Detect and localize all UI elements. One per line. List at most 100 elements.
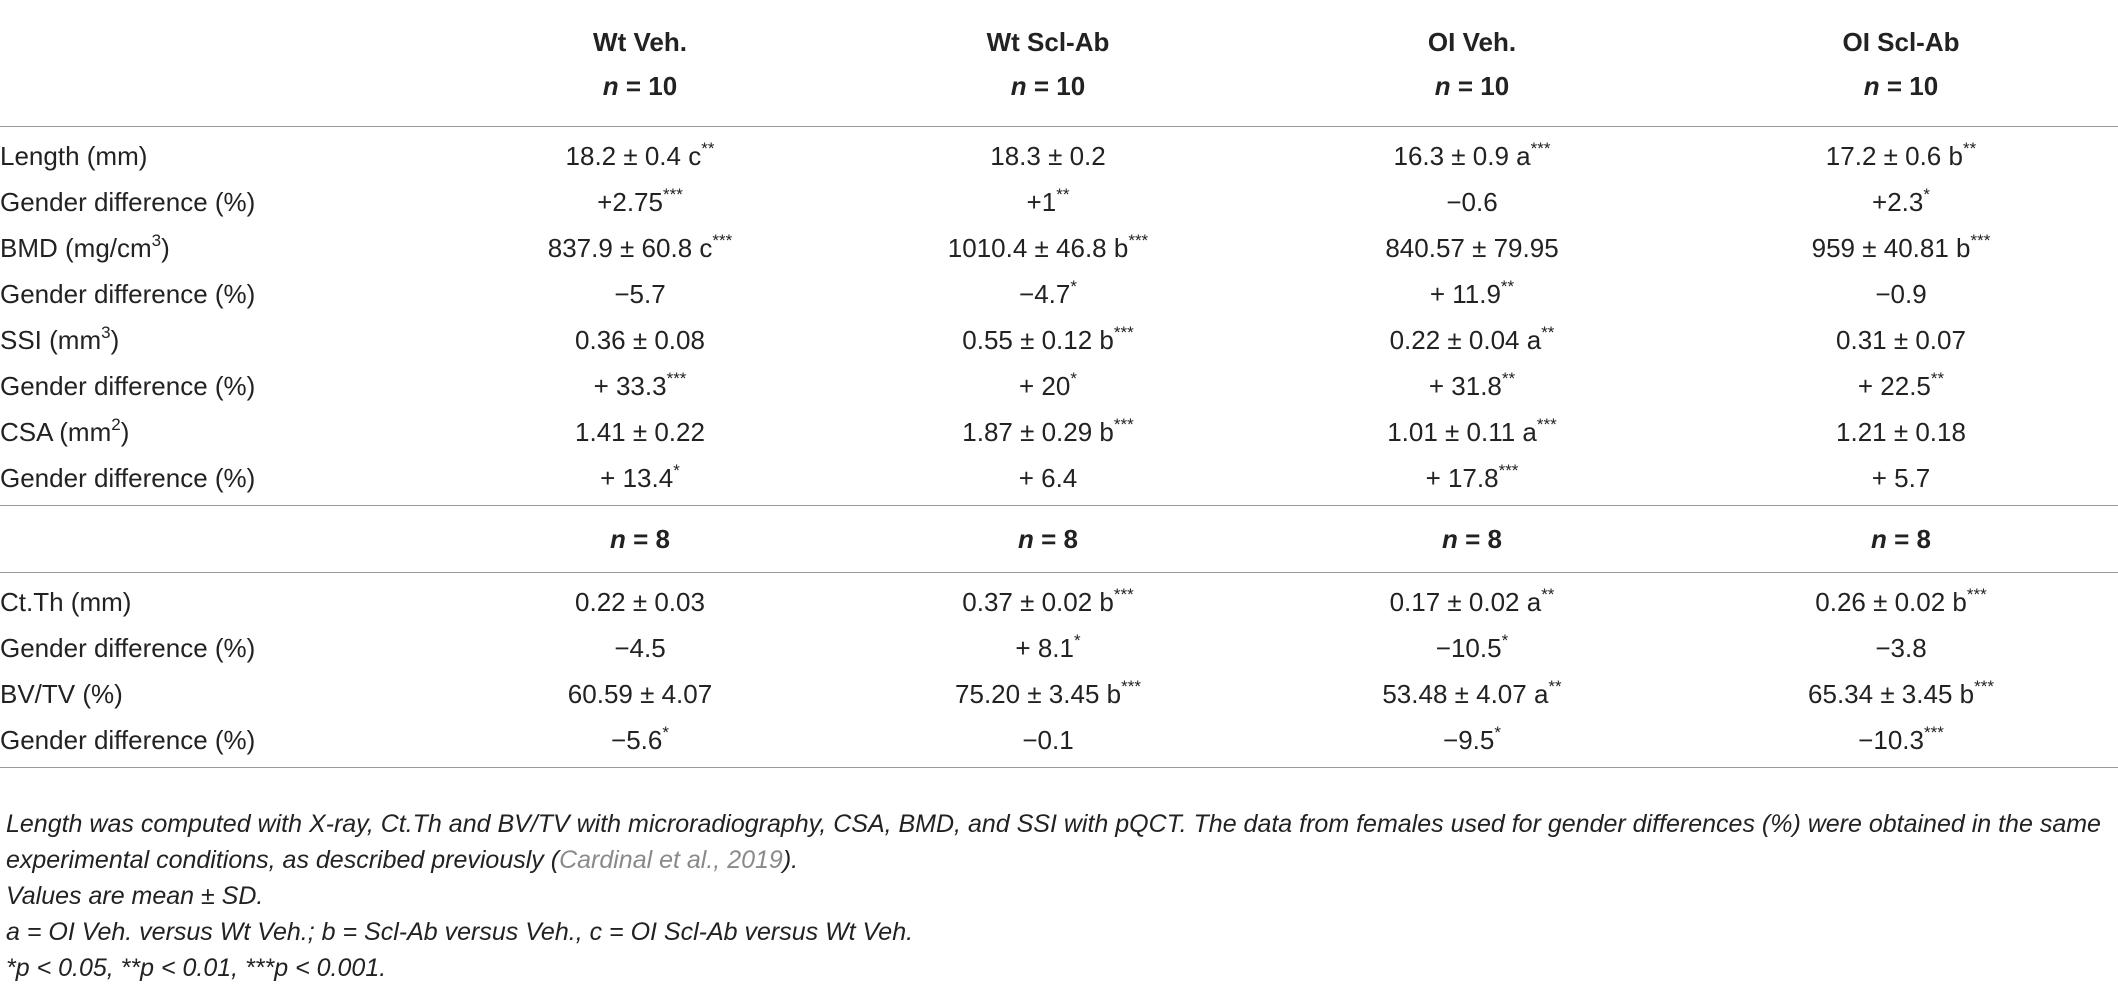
table-cell: 1.01 ± 0.11 a*** [1387,415,1557,447]
sample-size: n = 8 [1018,524,1078,554]
table-cell: −9.5* [1443,723,1501,755]
row-label: Gender difference (%) [0,463,256,493]
sample-size: n = 10 [1434,71,1510,101]
table-row: BMD (mg/cm3) 837.9 ± 60.8 c*** 1010.4 ± 46… [0,225,2118,271]
table-cell: 0.55 ± 0.12 b*** [962,323,1134,355]
table-cell: + 22.5** [1857,369,1945,401]
table-row: CSA (mm2) 1.41 ± 0.22 1.87 ± 0.29 b*** 1.01… [0,409,2118,455]
table-row: Gender difference (%) +2.75*** +1** −0.6 +2.… [0,179,2118,225]
table-row: Length (mm) 18.2 ± 0.4 c** 18.3 ± 0.2 16.3 … [0,127,2118,180]
table-row: Gender difference (%) + 13.4* + 6.4 + 17.8*… [0,455,2118,506]
sample-size: n = 8 [1871,524,1931,554]
table-cell: + 31.8** [1428,369,1516,401]
sample-size: n = 10 [1863,71,1939,101]
row-label: Gender difference (%) [0,279,256,309]
group-header: Wt Veh. [593,27,687,57]
table-row: BV/TV (%) 60.59 ± 4.07 75.20 ± 3.45 b*** 53… [0,671,2118,717]
table-cell: 0.26 ± 0.02 b*** [1815,585,1987,617]
table-cell: 17.2 ± 0.6 b** [1825,139,1977,171]
table-cell: +2.75*** [597,185,683,217]
corner-cell [0,506,444,573]
citation-link[interactable]: Cardinal et al., 2019 [559,846,783,874]
table-cell: 0.22 ± 0.03 [575,587,705,617]
section-1-body: Length (mm) 18.2 ± 0.4 c** 18.3 ± 0.2 16.3 … [0,127,2118,506]
corner-cell [0,0,444,64]
table-cell: 0.22 ± 0.04 a** [1389,323,1555,355]
row-label: Gender difference (%) [0,633,256,663]
table-cell: 837.9 ± 60.8 c*** [547,231,733,263]
table-cell: −4.5 [614,633,666,663]
sample-size: n = 8 [610,524,670,554]
table-footnotes: Length was computed with X-ray, Ct.Th an… [6,806,2112,986]
table-row: Gender difference (%) −5.6* −0.1 −9.5* −10.3… [0,717,2118,768]
sample-size: n = 8 [1442,524,1502,554]
row-label: Length (mm) [0,141,148,171]
table-cell: 75.20 ± 3.45 b*** [955,677,1141,709]
section-2-body: Ct.Th (mm) 0.22 ± 0.03 0.37 ± 0.02 b*** 0.1… [0,573,2118,768]
sample-size: n = 10 [602,71,678,101]
row-label: Gender difference (%) [0,725,256,755]
table-cell: 959 ± 40.81 b*** [1811,231,1991,263]
table-cell: + 6.4 [1018,463,1078,493]
section-2-header: n = 8 n = 8 n = 8 n = 8 [0,505,2118,573]
table-cell: 0.17 ± 0.02 a** [1389,585,1555,617]
table-cell: 65.34 ± 3.45 b*** [1808,677,1994,709]
row-label: Gender difference (%) [0,187,256,217]
sample-size-row: n = 10 n = 10 n = 10 n = 10 [0,64,2118,127]
table-cell: + 33.3*** [593,369,687,401]
table-cell: −5.6* [611,723,669,755]
footnote-text: Length was computed with X-ray, Ct.Th an… [6,810,2101,874]
row-label: SSI (mm3) [0,323,120,355]
table-cell: 840.57 ± 79.95 [1385,233,1559,263]
table-cell: 18.3 ± 0.2 [990,141,1106,171]
sample-size-row: n = 8 n = 8 n = 8 n = 8 [0,505,2118,573]
group-header: OI Scl-Ab [1842,27,1960,57]
table-cell: 1.41 ± 0.22 [575,417,705,447]
table-cell: 0.37 ± 0.02 b*** [962,585,1134,617]
table-cell: + 8.1* [1015,631,1081,663]
table-cell: 0.31 ± 0.07 [1836,325,1966,355]
table-cell: −10.5* [1435,631,1509,663]
table-row: Gender difference (%) −4.5 + 8.1* −10.5* −3.… [0,625,2118,671]
group-header-row: Wt Veh. Wt Scl-Ab OI Veh. OI Scl-Ab [0,0,2118,64]
table-cell: −3.8 [1875,633,1927,663]
table-cell: −10.3*** [1858,723,1944,755]
table-row: Gender difference (%) −5.7 −4.7* + 11.9** −0… [0,271,2118,317]
table-row: SSI (mm3) 0.36 ± 0.08 0.55 ± 0.12 b*** 0.22… [0,317,2118,363]
footnote-legend: a = OI Veh. versus Wt Veh.; b = Scl-Ab v… [6,918,914,946]
group-header: OI Veh. [1427,27,1517,57]
table-cell: 18.2 ± 0.4 c** [565,139,715,171]
corner-cell [0,64,444,127]
table-cell: −0.1 [1022,725,1074,755]
row-label: Ct.Th (mm) [0,587,132,617]
table-row: Ct.Th (mm) 0.22 ± 0.03 0.37 ± 0.02 b*** 0.1… [0,573,2118,626]
footnote-methods: Length was computed with X-ray, Ct.Th an… [6,806,2112,878]
table-cell: + 20* [1019,369,1077,401]
row-label: BMD (mg/cm3) [0,231,170,263]
table-cell: 1.21 ± 0.18 [1836,417,1966,447]
row-label: CSA (mm2) [0,415,130,447]
table-cell: + 5.7 [1871,463,1931,493]
footnote-text: ). [782,846,799,874]
table-cell: −0.9 [1875,279,1927,309]
table-cell: 1.87 ± 0.29 b*** [962,415,1134,447]
table-cell: 0.36 ± 0.08 [575,325,705,355]
table-cell: 60.59 ± 4.07 [567,679,713,709]
table-cell: 53.48 ± 4.07 a** [1382,677,1562,709]
footnote-values: Values are mean ± SD. [6,882,264,910]
results-table: Wt Veh. Wt Scl-Ab OI Veh. OI Scl-Ab n = … [0,0,2118,768]
table-cell: + 13.4* [600,461,680,493]
table-cell: 16.3 ± 0.9 a*** [1393,139,1551,171]
table-row: Gender difference (%) + 33.3*** + 20* + 31.… [0,363,2118,409]
table-cell: +1** [1026,185,1070,217]
table-cell: −0.6 [1446,187,1498,217]
sample-size: n = 10 [1010,71,1086,101]
table-cell: 1010.4 ± 46.8 b*** [947,231,1149,263]
table-cell: +2.3* [1872,185,1930,217]
table-cell: + 17.8*** [1425,461,1519,493]
group-header: Wt Scl-Ab [986,27,1110,57]
table-cell: −5.7 [614,279,666,309]
table-cell: −4.7* [1019,277,1077,309]
row-label: BV/TV (%) [0,679,123,709]
